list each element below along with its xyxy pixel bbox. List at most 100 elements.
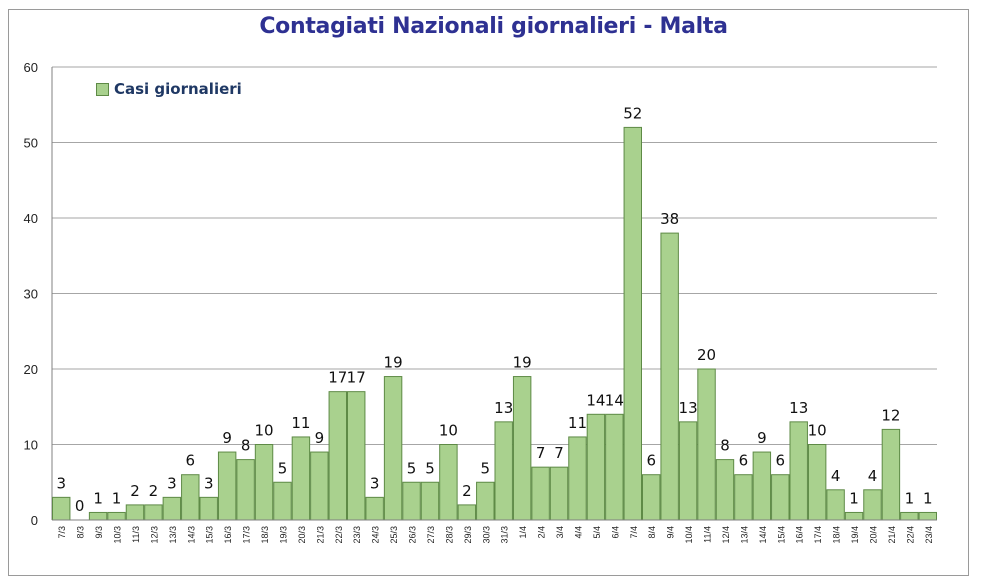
data-label: 9 — [315, 429, 325, 447]
bar — [678, 421, 698, 521]
x-tick-label: 21/3 — [315, 526, 325, 544]
data-label: 4 — [831, 467, 841, 485]
x-tick-label: 23/3 — [352, 526, 362, 544]
bar — [494, 421, 513, 521]
x-tick-label: 28/3 — [444, 526, 454, 544]
y-tick-label: 30 — [24, 287, 38, 302]
y-tick-label: 0 — [31, 513, 38, 528]
data-label: 6 — [776, 452, 786, 470]
bar — [863, 489, 882, 521]
x-tick-label: 8/4 — [647, 526, 657, 539]
bar — [236, 459, 255, 521]
y-tick-label: 40 — [24, 211, 38, 226]
x-tick-label: 16/4 — [795, 526, 805, 544]
bar — [383, 376, 403, 521]
data-label: 5 — [407, 459, 417, 477]
bar — [844, 511, 864, 521]
y-tick-label: 10 — [24, 438, 38, 453]
x-tick-label: 31/3 — [500, 526, 510, 544]
x-tick-label: 17/4 — [813, 526, 823, 544]
x-tick-label: 29/3 — [463, 526, 473, 544]
chart-title: Contagiati Nazionali giornalieri - Malta — [259, 14, 728, 39]
data-label: 17 — [328, 369, 347, 387]
bar — [549, 466, 569, 521]
data-label: 3 — [204, 474, 214, 492]
x-tick-label: 7/4 — [629, 526, 639, 539]
x-tick-label: 5/4 — [592, 526, 602, 539]
data-label: 1 — [923, 489, 933, 507]
bar — [457, 504, 477, 521]
x-tick-label: 30/3 — [481, 526, 491, 544]
data-label: 14 — [586, 391, 605, 409]
legend-label: Casi giornalieri — [114, 80, 242, 98]
data-label: 9 — [757, 429, 767, 447]
data-label: 3 — [56, 474, 66, 492]
bar — [328, 391, 347, 521]
data-label: 13 — [494, 399, 513, 417]
bar — [512, 376, 532, 521]
x-tick-label: 27/3 — [426, 526, 436, 544]
data-label: 8 — [720, 437, 730, 455]
x-tick-label: 22/3 — [334, 526, 344, 544]
bar — [144, 504, 163, 521]
x-tick-label: 18/3 — [260, 526, 270, 544]
data-label: 9 — [222, 429, 232, 447]
x-tick-label: 19/3 — [278, 526, 288, 544]
x-tick-label: 10/4 — [684, 526, 694, 544]
x-tick-label: 24/3 — [371, 526, 381, 544]
data-label: 19 — [513, 354, 532, 372]
y-tick-label: 20 — [24, 362, 38, 377]
data-label: 6 — [739, 452, 749, 470]
bar — [752, 451, 772, 521]
x-tick-label: 15/4 — [776, 526, 786, 544]
bar — [439, 444, 458, 521]
x-tick-label: 12/3 — [149, 526, 159, 544]
data-label: 2 — [130, 482, 140, 500]
data-label: 2 — [462, 482, 472, 500]
data-label: 3 — [370, 474, 380, 492]
bar — [476, 481, 495, 521]
x-tick-label: 22/4 — [905, 526, 915, 544]
x-tick-label: 9/4 — [666, 526, 676, 539]
data-label: 1 — [93, 489, 103, 507]
legend-swatch — [96, 82, 109, 96]
x-tick-label: 1/4 — [518, 526, 528, 539]
bar — [107, 511, 126, 521]
bar — [420, 481, 440, 521]
bar — [715, 459, 735, 521]
x-tick-label: 20/3 — [297, 526, 307, 544]
bar — [365, 496, 384, 521]
data-label: 4 — [868, 467, 878, 485]
x-tick-label: 4/4 — [573, 526, 583, 539]
data-label: 17 — [347, 369, 366, 387]
bar — [181, 474, 200, 521]
bar — [568, 436, 587, 521]
bar — [771, 474, 790, 521]
data-label: 5 — [278, 459, 288, 477]
data-label: 12 — [881, 406, 900, 424]
bar — [254, 444, 274, 521]
data-label: 52 — [623, 104, 642, 122]
x-tick-label: 13/3 — [168, 526, 178, 544]
bar — [642, 474, 661, 521]
x-tick-label: 7/3 — [57, 526, 67, 539]
x-tick-label: 23/4 — [924, 526, 934, 544]
data-label: 8 — [241, 437, 251, 455]
bar — [310, 451, 329, 521]
data-label: 10 — [254, 422, 273, 440]
data-label: 38 — [660, 210, 679, 228]
bar — [217, 451, 237, 521]
bar — [789, 421, 808, 521]
y-tick-label: 50 — [24, 136, 38, 151]
x-tick-label: 26/3 — [408, 526, 418, 544]
bar — [586, 413, 606, 521]
data-label: 1 — [849, 489, 859, 507]
data-label: 1 — [112, 489, 122, 507]
data-label: 6 — [646, 452, 656, 470]
x-tick-label: 14/3 — [186, 526, 196, 544]
bar — [162, 496, 182, 521]
x-tick-label: 17/3 — [242, 526, 252, 544]
x-tick-label: 15/3 — [205, 526, 215, 544]
data-label: 3 — [167, 474, 177, 492]
